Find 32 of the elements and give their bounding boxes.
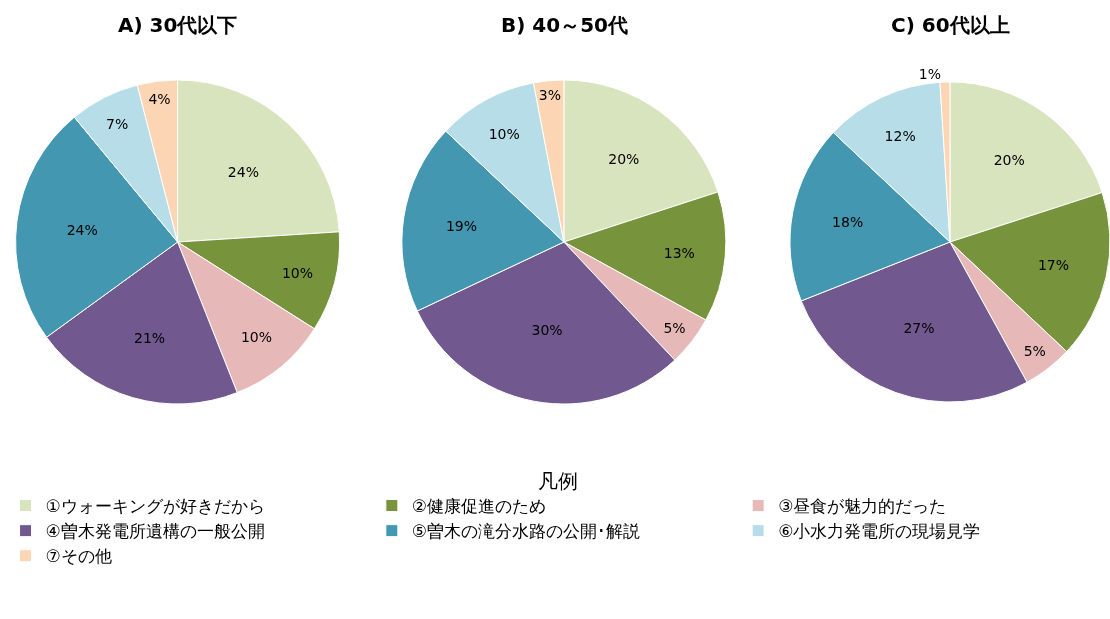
data-label: 5% [663,319,686,336]
legend-label: ①ウォーキングが好きだから [45,496,265,517]
data-label: 10% [240,329,273,346]
legend-label: ⑥小水力発電所の現場見学 [778,521,981,542]
data-label: 18% [832,214,864,231]
data-label: 24% [66,221,98,238]
data-label: 5% [1023,343,1046,360]
legend-label: ③昼食が魅力的だった [778,496,947,517]
data-label: 20% [993,152,1025,169]
data-label: 19% [445,217,478,234]
data-label: 13% [663,244,695,261]
data-label: 12% [884,128,916,145]
data-label: 27% [903,320,935,337]
data-label: 4% [148,91,171,108]
chart-title: A) 30代以下 [118,13,238,37]
chart-title: C) 60代以上 [891,13,1010,37]
data-label: 7% [106,115,129,132]
data-label: 1% [918,66,941,83]
legend-title: 凡例 [537,469,578,493]
data-label: 20% [608,151,640,168]
legend-label: ⑤曽木の滝分水路の公開･解説 [411,521,641,542]
legend-label: ⑦その他 [45,546,112,567]
data-label: 30% [531,321,563,338]
data-label: 17% [1037,257,1070,274]
data-label: 10% [488,125,520,142]
data-label: 3% [538,86,562,103]
chart-title: B) 40～50代 [501,13,629,37]
data-label: 24% [227,163,259,180]
data-label: 21% [134,330,166,347]
data-label: 10% [281,264,314,281]
legend-label: ④曽木発電所遺構の一般公開 [45,521,265,542]
legend-label: ②健康促進のため [411,496,547,517]
